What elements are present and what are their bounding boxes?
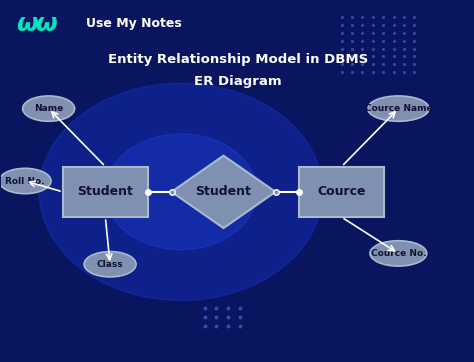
Text: Student: Student (196, 185, 251, 198)
Ellipse shape (368, 96, 429, 121)
Text: Cource No.: Cource No. (371, 249, 426, 258)
Text: Class: Class (97, 260, 123, 269)
Text: Cource Name: Cource Name (365, 104, 432, 113)
Text: Roll No.: Roll No. (5, 177, 45, 185)
Ellipse shape (84, 252, 136, 277)
Ellipse shape (23, 96, 74, 121)
Text: Entity Relationship Model in DBMS: Entity Relationship Model in DBMS (108, 53, 368, 66)
Text: Use My Notes: Use My Notes (86, 17, 182, 30)
Text: ω: ω (36, 12, 57, 35)
Ellipse shape (370, 241, 427, 266)
FancyBboxPatch shape (299, 167, 384, 217)
Text: ER Diagram: ER Diagram (194, 75, 282, 88)
Text: Name: Name (34, 104, 63, 113)
Circle shape (105, 134, 256, 250)
Circle shape (39, 83, 323, 300)
Text: Cource: Cource (318, 185, 366, 198)
FancyBboxPatch shape (63, 167, 148, 217)
Text: Student: Student (77, 185, 133, 198)
Polygon shape (172, 156, 275, 228)
Text: ω: ω (17, 12, 38, 35)
Ellipse shape (0, 168, 51, 194)
